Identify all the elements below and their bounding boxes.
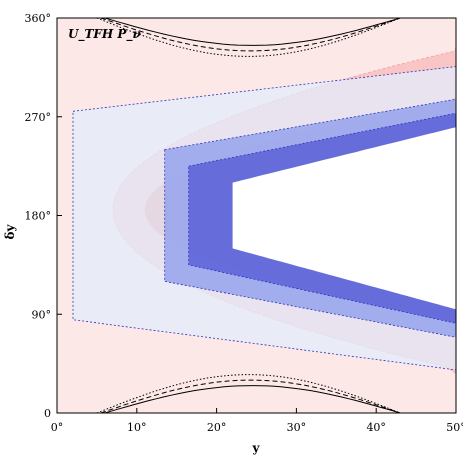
x-tick-label: 30° (287, 421, 307, 434)
blue-interior (232, 127, 456, 310)
y-tick-label: 90° (32, 308, 52, 321)
y-tick-label: 0 (44, 407, 51, 420)
contour-solid-bottom (104, 385, 401, 414)
y-tick-label: 270° (25, 111, 52, 124)
x-axis-label: y (252, 441, 261, 455)
x-tick-label: 50° (446, 421, 463, 434)
y-axis-label: δy (3, 223, 17, 239)
chart-annotation: U_TFH P_ν (68, 27, 141, 42)
contour-dashed-top (100, 17, 401, 52)
confidence-regions (57, 18, 457, 413)
y-axis-ticks: 0 90° 180° 270° 360° (25, 12, 62, 420)
y-tick-label: 180° (25, 210, 52, 223)
x-tick-label: 20° (207, 421, 227, 434)
contour-solid-top (104, 17, 401, 46)
contour-dashed-bottom (100, 379, 401, 414)
x-axis-ticks: 0° 10° 20° 30° 40° 50° (51, 408, 463, 434)
black-contour-lines (96, 17, 401, 414)
x-tick-label: 40° (366, 421, 386, 434)
x-tick-label: 0° (51, 421, 64, 434)
y-tick-label: 360° (25, 12, 52, 25)
x-tick-label: 10° (127, 421, 147, 434)
